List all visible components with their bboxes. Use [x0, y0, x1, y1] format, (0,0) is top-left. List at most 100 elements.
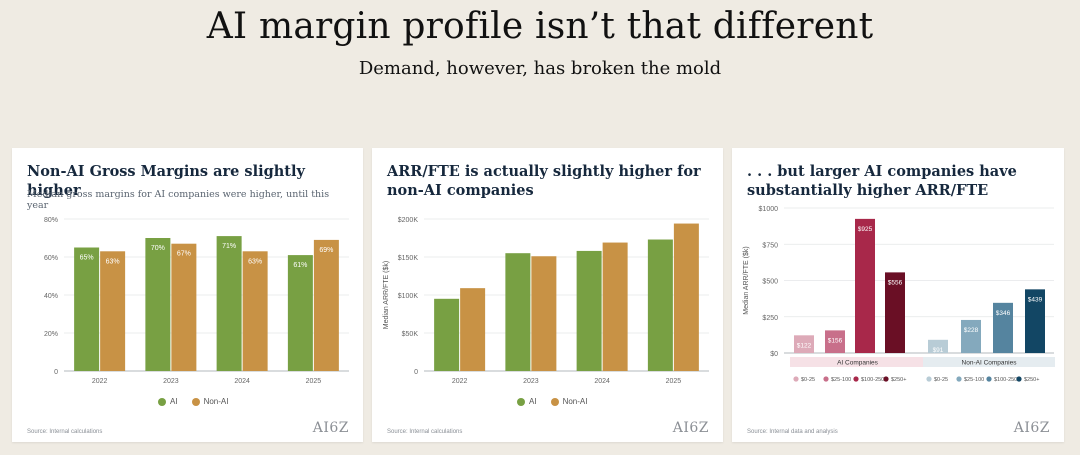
legend-label: $25-100: [831, 377, 851, 383]
bar-non-ai: [961, 319, 981, 353]
a16z-logo: AI6Z: [312, 420, 349, 436]
legend-label: $0-25: [934, 377, 948, 383]
x-tick-label: 2024: [594, 378, 610, 385]
legend-item-non-ai: Non-AI: [191, 397, 229, 406]
legend-swatch: [793, 376, 799, 382]
x-tick-label: 2025: [666, 378, 682, 385]
bar-non-ai: [673, 223, 699, 371]
y-tick-label: 20%: [44, 331, 58, 338]
bar-value-label: $228: [964, 327, 979, 334]
arr-fte-by-size-card: . . . but larger AI companies have subst…: [732, 148, 1064, 442]
bar-non-ai: [460, 288, 486, 371]
arr-fte-by-size-chart: $0 $250 $500 $750 $1000 Median ARR/FTE ($k) $1…: [743, 206, 1055, 383]
card-title: ARR/FTE is actually slightly higher for …: [387, 163, 701, 199]
legend-swatch: [853, 376, 859, 382]
legend-swatch: [823, 376, 829, 382]
legend-swatch-ai: [517, 397, 525, 406]
legend-label: $250+: [1024, 377, 1039, 383]
y-tick-label: $500: [762, 279, 778, 286]
y-tick-label: $200K: [398, 217, 419, 224]
bar-ai: [505, 253, 531, 371]
bar-value-label: $91: [933, 347, 944, 354]
bar-ai: [434, 298, 460, 371]
legend-swatch: [1016, 376, 1022, 382]
bar-value-label: 65%: [80, 255, 94, 262]
a16z-logo: AI6Z: [1013, 420, 1050, 436]
bar-value-label: 71%: [222, 243, 236, 250]
legend-swatch: [926, 376, 932, 382]
bar-ai: [855, 218, 875, 353]
y-tick-label: 80%: [44, 217, 58, 224]
bar-ai: [885, 272, 905, 353]
bar-non-ai: [313, 239, 339, 371]
bar-value-label: $556: [888, 279, 903, 286]
page-title: AI margin profile isn’t that different: [206, 6, 874, 47]
legend-label: $250+: [891, 377, 906, 383]
bar-value-label: $156: [828, 337, 843, 344]
x-tick-label: 2025: [306, 378, 322, 385]
y-tick-label: $100K: [398, 293, 419, 300]
bar-non-ai: [531, 256, 557, 371]
bar-non-ai: [242, 251, 268, 371]
bar-non-ai: [171, 243, 197, 371]
bar-value-label: $122: [797, 342, 812, 349]
bar-ai: [145, 238, 171, 371]
bar-value-label: 61%: [293, 262, 307, 269]
arr-fte-card: ARR/FTE is actually slightly higher for …: [372, 148, 723, 442]
legend-label: $100-250: [994, 377, 1017, 383]
legend-swatch: [956, 376, 962, 382]
source-note: Source: Internal calculations: [387, 429, 463, 435]
bar-value-label: 63%: [106, 258, 120, 265]
legend-label: AI: [170, 397, 178, 406]
group-label: Non-AI Companies: [962, 360, 1018, 367]
group-band: [790, 357, 925, 367]
legend-item-ai: AI: [517, 397, 537, 406]
card-title: Non-AI Gross Margins are slightly higher: [27, 163, 305, 199]
bar-non-ai: [602, 242, 628, 371]
legend-swatch-non-ai: [550, 397, 559, 406]
bar-ai: [216, 236, 242, 371]
a16z-logo: AI6Z: [672, 420, 709, 436]
legend-label: $100-250: [861, 377, 884, 383]
y-tick-label: $50K: [402, 331, 419, 338]
y-tick-label: $150K: [398, 255, 419, 262]
bar-non-ai: [1025, 289, 1045, 353]
bar-non-ai: [928, 339, 948, 353]
chart-legend: AI Non-AI: [517, 397, 587, 406]
bar-ai: [74, 247, 100, 371]
card-subtitle: Median gross margins for AI companies we…: [27, 189, 330, 211]
legend-swatch: [986, 376, 992, 382]
legend-swatch: [883, 376, 889, 382]
x-tick-label: 2023: [523, 378, 539, 385]
bar-ai: [576, 250, 602, 371]
arr-fte-chart: 0 $50K $100K $150K $200K Median ARR/FTE ($k) 2…: [383, 217, 709, 385]
bar-value-label: 70%: [151, 245, 165, 252]
bar-non-ai: [993, 302, 1013, 353]
x-tick-label: 2023: [163, 378, 179, 385]
card-title: . . . but larger AI companies have subst…: [747, 163, 1017, 199]
x-tick-label: 2022: [92, 378, 108, 385]
x-tick-label: 2022: [452, 378, 468, 385]
y-tick-label: 60%: [44, 255, 58, 262]
legend-item-ai: AI: [158, 397, 178, 406]
bar-value-label: 63%: [248, 258, 262, 265]
source-note: Source: Internal data and analysis: [747, 429, 838, 435]
y-tick-label: $750: [762, 242, 778, 249]
bar-ai: [825, 330, 845, 353]
x-tick-label: 2024: [234, 378, 250, 385]
bar-ai: [647, 239, 673, 371]
legend-label: Non-AI: [203, 397, 229, 406]
group-band: [923, 357, 1055, 367]
legend-item-non-ai: Non-AI: [550, 397, 588, 406]
bar-value-label: $439: [1028, 296, 1043, 303]
legend-label: Non-AI: [562, 397, 588, 406]
bar-value-label: 69%: [319, 247, 333, 254]
y-tick-label: 0: [414, 369, 418, 376]
y-tick-label: 0: [54, 369, 58, 376]
y-tick-label: 40%: [44, 293, 58, 300]
y-tick-label: $1000: [759, 206, 779, 213]
chart-legend: AI Non-AI: [158, 397, 228, 406]
gross-margin-card: Non-AI Gross Margins are slightly higher…: [12, 148, 363, 442]
group-label: AI Companies: [837, 360, 879, 367]
legend-label: AI: [529, 397, 537, 406]
